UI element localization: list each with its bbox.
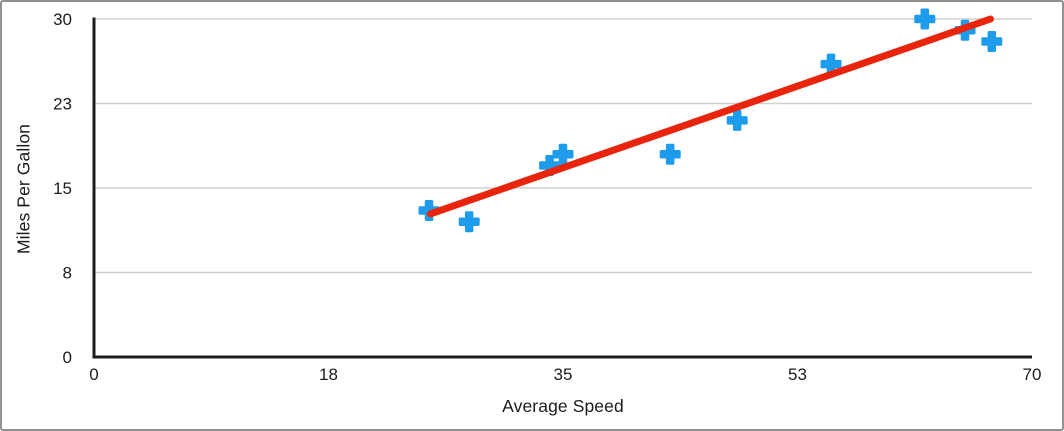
data-point-marker — [981, 37, 1003, 46]
x-axis-title: Average Speed — [502, 396, 624, 416]
y-axis-title: Miles Per Gallon — [13, 124, 34, 254]
x-tick-label: 70 — [1023, 365, 1042, 384]
x-tick-label: 18 — [319, 365, 338, 384]
y-tick-label: 30 — [53, 10, 72, 29]
x-tick-label: 53 — [788, 365, 807, 384]
data-point-marker — [552, 149, 574, 159]
y-tick-label: 23 — [53, 95, 72, 114]
data-point-marker — [820, 59, 842, 69]
y-tick-label: 15 — [53, 179, 72, 198]
y-tick-label: 8 — [63, 264, 72, 283]
data-point-marker — [726, 116, 748, 125]
data-point-marker — [914, 14, 936, 24]
x-tick-label: 0 — [89, 365, 98, 384]
y-tick-label: 0 — [63, 348, 72, 367]
data-point-marker — [458, 217, 480, 227]
x-tick-label: 35 — [554, 365, 573, 384]
data-point-marker — [659, 149, 681, 159]
trendline — [426, 15, 994, 218]
